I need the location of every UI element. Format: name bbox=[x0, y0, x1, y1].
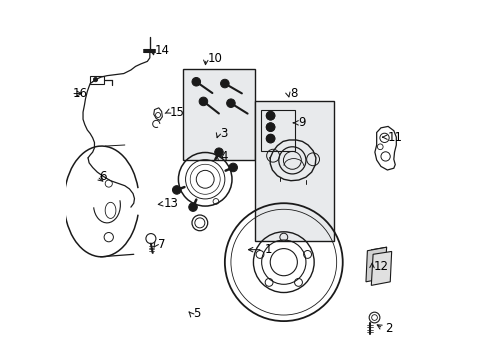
Circle shape bbox=[192, 77, 200, 86]
Polygon shape bbox=[370, 251, 391, 285]
Text: 6: 6 bbox=[99, 170, 106, 183]
Circle shape bbox=[266, 123, 274, 131]
Text: 5: 5 bbox=[192, 307, 200, 320]
Circle shape bbox=[214, 148, 223, 157]
Polygon shape bbox=[365, 247, 386, 282]
Text: 7: 7 bbox=[157, 238, 165, 251]
Bar bbox=[183, 69, 254, 160]
Bar bbox=[260, 111, 294, 152]
Circle shape bbox=[228, 163, 237, 172]
Text: 4: 4 bbox=[220, 150, 227, 163]
Text: 1: 1 bbox=[264, 243, 271, 256]
Text: 14: 14 bbox=[154, 44, 169, 57]
Text: 8: 8 bbox=[289, 87, 297, 100]
Circle shape bbox=[226, 99, 235, 108]
Text: 13: 13 bbox=[163, 197, 178, 211]
Text: 10: 10 bbox=[207, 52, 222, 65]
Circle shape bbox=[188, 203, 197, 211]
Text: 16: 16 bbox=[73, 87, 88, 100]
Circle shape bbox=[172, 186, 181, 194]
Circle shape bbox=[266, 134, 274, 143]
Text: 9: 9 bbox=[298, 116, 305, 129]
Circle shape bbox=[199, 97, 207, 106]
Circle shape bbox=[220, 79, 229, 88]
Bar bbox=[255, 102, 333, 241]
Circle shape bbox=[266, 111, 274, 120]
Text: 3: 3 bbox=[220, 127, 227, 140]
Circle shape bbox=[93, 77, 98, 82]
Text: 12: 12 bbox=[373, 260, 388, 273]
Text: 2: 2 bbox=[384, 322, 391, 335]
Text: 15: 15 bbox=[169, 105, 184, 119]
Text: 11: 11 bbox=[386, 131, 402, 144]
Bar bbox=[90, 76, 103, 84]
